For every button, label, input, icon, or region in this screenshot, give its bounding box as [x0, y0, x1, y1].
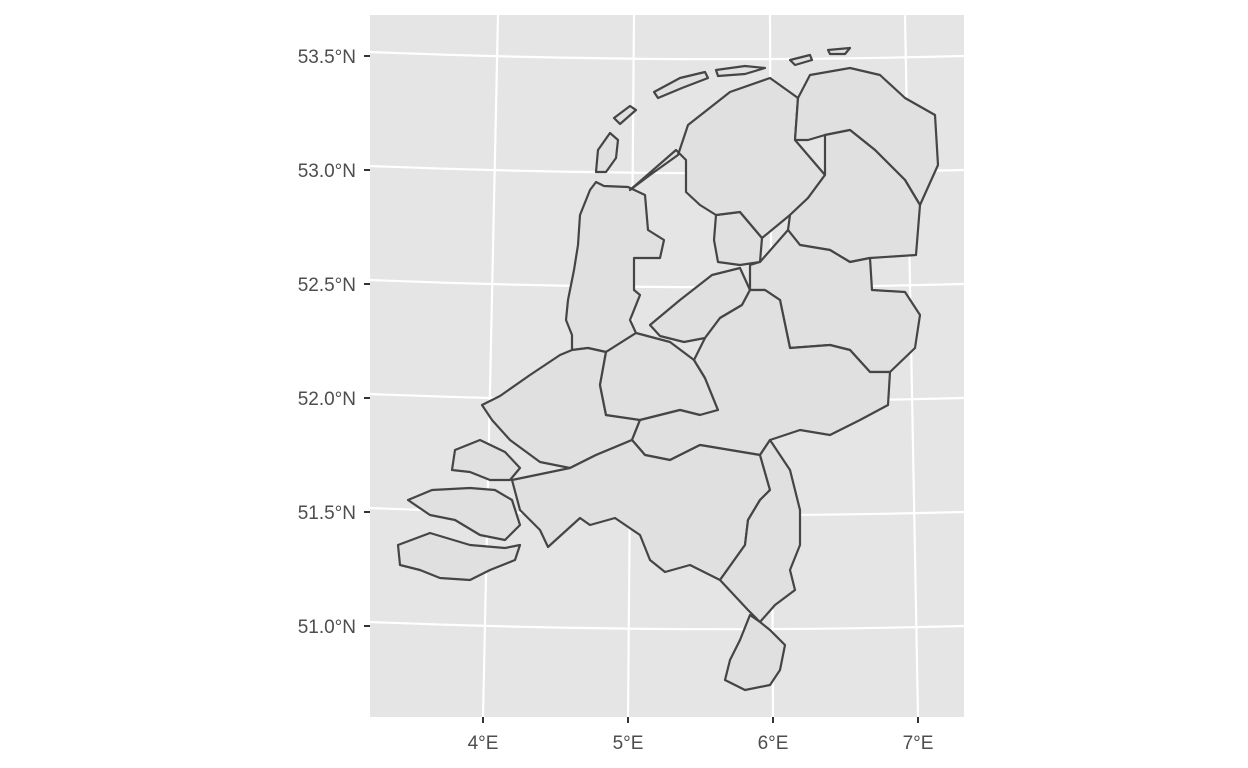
lon-tick-label: 7°E	[903, 733, 934, 754]
region-schiermonnikoog	[788, 53, 814, 67]
region-zeeland-south	[396, 531, 522, 582]
region-rottumeroog	[826, 46, 852, 56]
graticule-lat-52-5	[369, 278, 965, 289]
graticule-lon-4	[481, 14, 500, 718]
graticule-lat-53-5	[369, 50, 965, 61]
region-limburg	[718, 438, 802, 692]
region-texel	[594, 131, 620, 174]
lat-tick-label: 51.0°N	[298, 617, 356, 638]
graticule-lat-51-0	[369, 620, 965, 631]
lat-tick-label: 51.5°N	[298, 503, 356, 524]
lat-tick-label: 52.5°N	[298, 275, 356, 296]
region-zeeland-middle	[406, 486, 522, 542]
lon-tick-label: 4°E	[468, 733, 499, 754]
lat-tick-label: 53.5°N	[298, 47, 356, 68]
region-zeeland-north	[450, 438, 522, 482]
region-ameland	[714, 64, 767, 78]
y-axis: 53.5°N 53.0°N 52.5°N 52.0°N 51.5°N 51.0°…	[298, 47, 370, 638]
x-axis: 4°E 5°E 6°E 7°E	[468, 717, 934, 754]
lat-tick-label: 52.0°N	[298, 389, 356, 410]
region-terschelling	[652, 70, 710, 100]
lon-tick-label: 6°E	[758, 733, 789, 754]
lon-tick-label: 5°E	[613, 733, 644, 754]
lat-tick-label: 53.0°N	[298, 161, 356, 182]
netherlands-map	[396, 46, 940, 692]
region-vlieland	[612, 104, 638, 126]
